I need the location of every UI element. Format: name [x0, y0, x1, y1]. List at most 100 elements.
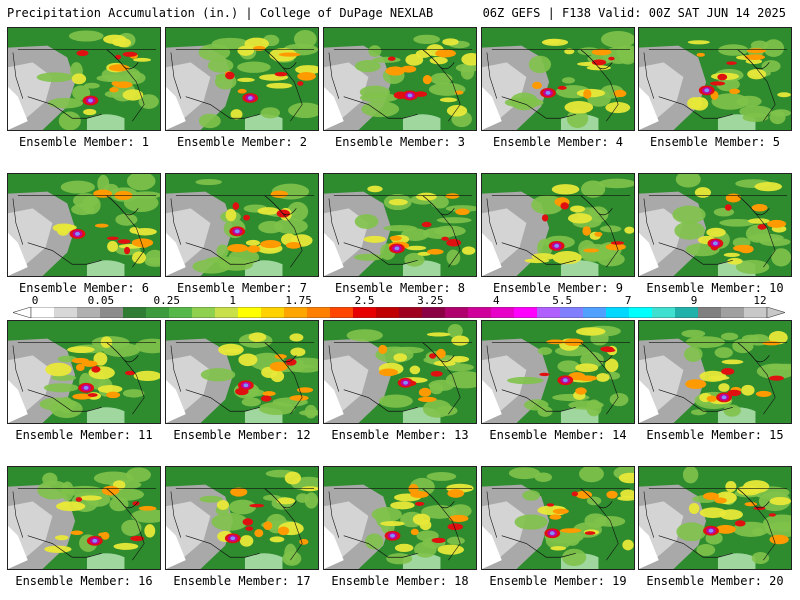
precip-map-image — [324, 467, 476, 569]
ensemble-panel-5: Ensemble Member: 5 — [638, 27, 792, 149]
colorbar-swatch — [261, 307, 285, 318]
colorbar-swatch — [744, 307, 768, 318]
colorbar-label: 0.05 — [87, 294, 115, 307]
member-caption: Ensemble Member: 14 — [489, 428, 627, 442]
page-title: Precipitation Accumulation (in.) | Colle… — [7, 6, 434, 20]
member-caption: Ensemble Member: 10 — [646, 281, 784, 295]
colorbar-swatch — [606, 307, 630, 318]
precip-map — [165, 466, 319, 570]
colorbar-swatch — [238, 307, 262, 318]
precip-map — [481, 27, 635, 131]
precip-map — [638, 466, 792, 570]
colorbar-swatch — [146, 307, 170, 318]
precip-map-image — [482, 174, 634, 276]
precip-map-image — [166, 467, 318, 569]
colorbar-label: 1 — [229, 294, 237, 307]
colorbar-swatch — [514, 307, 538, 318]
colorbar-swatch — [491, 307, 515, 318]
precip-map — [323, 320, 477, 424]
colorbar-swatch — [192, 307, 216, 318]
ensemble-panel-9: Ensemble Member: 9 — [481, 173, 635, 295]
colorbar-labels: 0 0.05 0.25 1 1.75 2.5 3.25 4 5.5 7 9 12 — [13, 294, 785, 307]
member-caption: Ensemble Member: 4 — [492, 135, 624, 149]
precip-map — [165, 320, 319, 424]
colorbar-label: 0.25 — [153, 294, 181, 307]
member-caption: Ensemble Member: 19 — [489, 574, 627, 588]
precip-map — [7, 320, 161, 424]
colorbar-label: 7 — [624, 294, 632, 307]
member-caption: Ensemble Member: 20 — [646, 574, 784, 588]
precip-map-image — [8, 28, 160, 130]
member-caption: Ensemble Member: 8 — [334, 281, 466, 295]
colorbar-label: 0 — [31, 294, 39, 307]
colorbar-swatch — [560, 307, 584, 318]
precip-map-image — [324, 174, 476, 276]
precip-map-image — [8, 174, 160, 276]
colorbar-swatch — [652, 307, 676, 318]
precip-map-image — [166, 321, 318, 423]
ensemble-panel-15: Ensemble Member: 15 — [638, 320, 792, 442]
colorbar-swatch — [123, 307, 147, 318]
precip-map-image — [8, 467, 160, 569]
colorbar-swatch — [583, 307, 607, 318]
ensemble-panel-11: Ensemble Member: 11 — [7, 320, 161, 442]
precip-map — [638, 173, 792, 277]
ensemble-panel-13: Ensemble Member: 13 — [323, 320, 477, 442]
header: Precipitation Accumulation (in.) | Colle… — [0, 0, 800, 26]
colorbar-label: 5.5 — [552, 294, 573, 307]
colorbar-label: 3.25 — [417, 294, 444, 307]
colorbar-label: 9 — [690, 294, 698, 307]
colorbar-swatch — [54, 307, 78, 318]
member-caption: Ensemble Member: 16 — [15, 574, 153, 588]
precip-map-image — [324, 28, 476, 130]
precip-map-image — [8, 321, 160, 423]
ensemble-panel-17: Ensemble Member: 17 — [165, 466, 319, 588]
colorbar-swatch — [353, 307, 377, 318]
precip-map — [481, 173, 635, 277]
member-caption: Ensemble Member: 12 — [173, 428, 311, 442]
colorbar-swatch — [445, 307, 469, 318]
precip-map-image — [482, 467, 634, 569]
precip-map-image — [639, 467, 791, 569]
member-caption: Ensemble Member: 5 — [649, 135, 781, 149]
ensemble-panel-16: Ensemble Member: 16 — [7, 466, 161, 588]
ensemble-panel-14: Ensemble Member: 14 — [481, 320, 635, 442]
precip-map-image — [482, 28, 634, 130]
member-caption: Ensemble Member: 1 — [18, 135, 150, 149]
colorbar-swatch — [215, 307, 239, 318]
precip-map — [323, 173, 477, 277]
precip-map-image — [166, 28, 318, 130]
member-caption: Ensemble Member: 17 — [173, 574, 311, 588]
precip-map-image — [324, 321, 476, 423]
precip-map — [7, 466, 161, 570]
colorbar-swatch — [376, 307, 400, 318]
colorbar-swatch — [284, 307, 308, 318]
precip-map — [481, 466, 635, 570]
colorbar-label: 4 — [493, 294, 500, 307]
ensemble-panel-8: Ensemble Member: 8 — [323, 173, 477, 295]
colorbar-swatch — [307, 307, 331, 318]
precip-map — [638, 320, 792, 424]
colorbar-label: 1.75 — [285, 294, 312, 307]
colorbar-swatch — [399, 307, 423, 318]
precip-map — [165, 173, 319, 277]
colorbar-swatch — [468, 307, 492, 318]
member-caption: Ensemble Member: 2 — [176, 135, 308, 149]
precip-map-image — [639, 28, 791, 130]
ensemble-panel-10: Ensemble Member: 10 — [638, 173, 792, 295]
colorbar-swatch — [100, 307, 124, 318]
member-caption: Ensemble Member: 13 — [331, 428, 469, 442]
colorbar-label: 2.5 — [354, 294, 375, 307]
colorbar-swatch — [77, 307, 101, 318]
ensemble-panel-1: Ensemble Member: 1 — [7, 27, 161, 149]
colorbar-strip — [13, 307, 785, 318]
colorbar-swatch — [31, 307, 55, 318]
colorbar-swatch — [675, 307, 699, 318]
colorbar-swatch — [629, 307, 653, 318]
member-caption: Ensemble Member: 18 — [331, 574, 469, 588]
precip-map-image — [166, 174, 318, 276]
colorbar-swatch — [330, 307, 354, 318]
precip-map — [323, 27, 477, 131]
ensemble-panel-7: Ensemble Member: 7 — [165, 173, 319, 295]
colorbar-swatch — [169, 307, 193, 318]
